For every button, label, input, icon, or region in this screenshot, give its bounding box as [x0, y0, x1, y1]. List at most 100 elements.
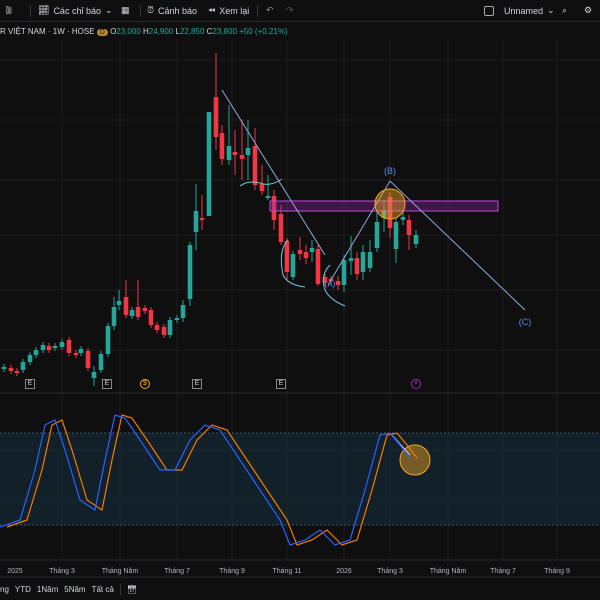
- axis-label: Tháng 9: [219, 568, 245, 575]
- candle-body: [129, 310, 135, 316]
- range-button-all[interactable]: Tất cả: [91, 584, 114, 594]
- candle: [123, 280, 129, 318]
- candle: [40, 342, 46, 353]
- wave-a-label: (A): [325, 280, 336, 289]
- candle-body: [354, 258, 360, 274]
- axis-label: Tháng Năm: [101, 568, 139, 575]
- candle: [167, 317, 173, 338]
- candle-body: [123, 297, 129, 315]
- quick-search-icon[interactable]: ⌕: [562, 5, 568, 15]
- abc-wave-line[interactable]: [327, 180, 526, 311]
- candle: [1, 364, 7, 372]
- candle: [91, 366, 97, 386]
- calendar-goto-icon[interactable]: 📅︎: [126, 584, 137, 594]
- candle: [116, 290, 122, 310]
- alerts-button[interactable]: ⏰︎ Cảnh báo: [147, 5, 197, 16]
- axis-label: Tháng 9: [544, 568, 570, 575]
- range-button-ytd[interactable]: YTD: [14, 584, 31, 594]
- candle-body: [393, 222, 399, 249]
- candle: [278, 205, 284, 245]
- candle: [20, 359, 26, 373]
- candle-type-icon[interactable]: ⫿⫾: [6, 5, 12, 15]
- candle-body: [20, 362, 26, 370]
- range-button[interactable]: ng: [0, 584, 9, 594]
- candle: [73, 350, 79, 358]
- candle-body: [400, 217, 406, 220]
- candle: [271, 190, 277, 230]
- candle: [98, 351, 104, 373]
- oscillator-d-line: [6, 414, 418, 546]
- candle-body: [387, 197, 393, 228]
- candle-body: [180, 305, 186, 318]
- axis-label: Tháng 3: [49, 568, 75, 575]
- candle: [213, 53, 219, 150]
- earnings-marker[interactable]: E: [102, 379, 112, 389]
- undo-icon[interactable]: ↶: [266, 5, 274, 15]
- candle-body: [27, 355, 33, 362]
- candle: [360, 245, 366, 280]
- resistance-zone[interactable]: [269, 200, 499, 212]
- candle-body: [381, 210, 387, 218]
- candle-body: [85, 351, 91, 368]
- candle-body: [284, 241, 290, 272]
- open-label: O: [110, 27, 117, 36]
- candle-body: [297, 250, 303, 254]
- candle: [367, 240, 373, 272]
- low-label: L: [175, 27, 180, 36]
- divider: [140, 5, 141, 17]
- candle: [129, 307, 135, 319]
- candle: [111, 297, 117, 330]
- candle: [335, 276, 341, 290]
- earnings-marker[interactable]: E: [276, 379, 286, 389]
- candle-body: [33, 350, 39, 355]
- candle-body: [206, 112, 212, 216]
- candle-body: [239, 155, 245, 159]
- candle-body: [341, 260, 347, 285]
- candle: [27, 352, 33, 365]
- candle-body: [259, 184, 265, 191]
- candle: [52, 343, 58, 351]
- range-button-5y[interactable]: 5Năm: [64, 584, 86, 594]
- trendline[interactable]: [221, 89, 326, 256]
- axis-label: Tháng 11: [272, 568, 302, 575]
- candle-body: [265, 196, 271, 198]
- low-value: 22,850: [179, 27, 205, 36]
- curve-drawing: [280, 239, 306, 288]
- axis-label: 2025: [7, 568, 23, 575]
- earnings-marker[interactable]: E: [25, 379, 35, 389]
- lightning-event-icon[interactable]: ⚡︎: [411, 379, 421, 389]
- alarm-clock-icon: ⏰︎: [147, 5, 155, 15]
- dividend-marker[interactable]: $: [140, 379, 150, 389]
- candle: [226, 105, 232, 165]
- candle-body: [135, 307, 141, 317]
- candle-body: [174, 318, 180, 320]
- close-value: 23,800: [212, 27, 237, 36]
- settings-gear-icon[interactable]: ⚙︎: [584, 5, 593, 15]
- candle-body: [167, 320, 173, 335]
- indicators-button[interactable]: 📈︎ Các chỉ báo ⌄: [38, 5, 113, 16]
- candles: [1, 53, 419, 386]
- candle-body: [52, 346, 58, 348]
- data-badge[interactable]: D: [96, 29, 108, 36]
- candle-body: [14, 371, 20, 373]
- candle-body: [187, 245, 193, 299]
- candle-body: [46, 346, 52, 350]
- range-button-1y[interactable]: 1Năm: [36, 584, 59, 594]
- earnings-marker[interactable]: E: [192, 379, 202, 389]
- candle: [315, 245, 321, 286]
- range-bar: ng YTD 1Năm 5Năm Tất cả 📅︎: [0, 583, 137, 595]
- candle: [46, 343, 52, 353]
- candle: [135, 280, 141, 320]
- candle: [413, 230, 419, 248]
- layouts-icon[interactable]: ▦: [121, 5, 130, 15]
- highlight-circle[interactable]: [374, 188, 406, 220]
- candle-body: [367, 252, 373, 268]
- redo-icon[interactable]: ↷: [286, 5, 294, 15]
- layout-name-button[interactable]: Unnamed ⌄: [484, 5, 555, 16]
- candle-body: [322, 277, 328, 283]
- candle: [381, 200, 387, 232]
- square-icon: [484, 5, 494, 16]
- candle-body: [111, 307, 117, 326]
- replay-button[interactable]: ⏪︎ Xem lại: [208, 5, 249, 16]
